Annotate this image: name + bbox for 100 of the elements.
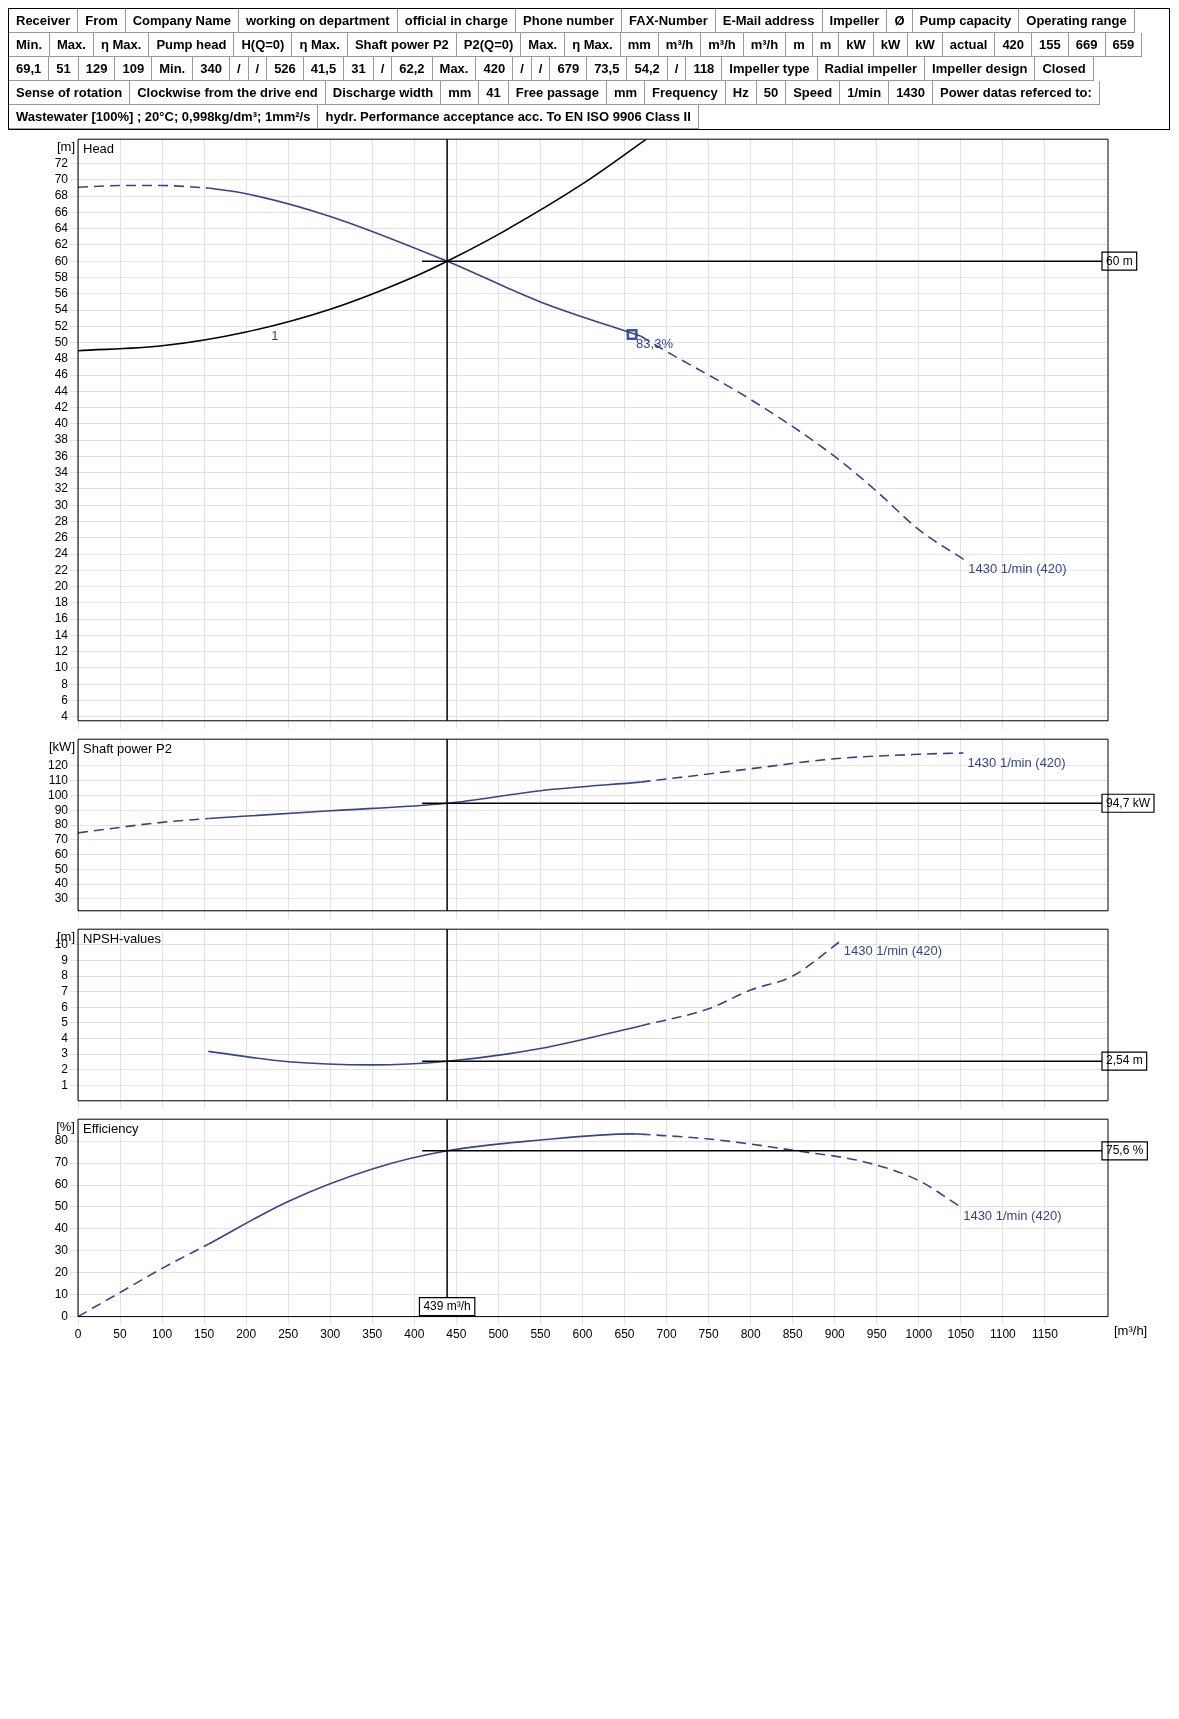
y-tick-label: 6 — [61, 692, 69, 707]
text: Min. — [9, 33, 50, 57]
text: 62,2 — [392, 57, 433, 81]
chart-title: Efficiency — [83, 1121, 139, 1137]
y-tick-label: 10 — [54, 1286, 69, 1301]
y-tick-label: 10 — [54, 660, 69, 675]
x-tick-label: 550 — [530, 1327, 551, 1342]
x-tick-label: 850 — [782, 1327, 804, 1342]
y-tick-label: 30 — [54, 1243, 69, 1258]
x-tick-label: 500 — [488, 1327, 509, 1342]
text: 69,1 — [9, 57, 50, 81]
y-tick-label: 38 — [54, 432, 69, 447]
chart-title: NPSH-values — [83, 931, 162, 947]
text: m³/h — [743, 33, 787, 57]
y-tick-label: 50 — [54, 334, 69, 349]
text: / — [248, 57, 268, 81]
ref-line-label: 60 m — [1106, 253, 1133, 268]
text: / — [531, 57, 551, 81]
x-tick-label: 1100 — [989, 1327, 1017, 1342]
text: Radial impeller — [817, 57, 926, 81]
text: mm — [441, 81, 480, 105]
y-tick-label: 80 — [54, 1133, 69, 1148]
y-tick-label: 46 — [54, 367, 69, 382]
ref-line-label: 94,7 kW — [1106, 795, 1151, 810]
x-tick-label: 900 — [824, 1327, 846, 1342]
x-tick-label: 1000 — [905, 1327, 933, 1342]
y-tick-label: 14 — [54, 627, 69, 642]
y-tick-label: 50 — [54, 1199, 69, 1214]
text: 41,5 — [303, 57, 345, 81]
annotation: 1430 1/min (420) — [963, 1207, 1062, 1223]
text: mm — [606, 81, 646, 105]
y-tick-label: 20 — [54, 1265, 69, 1280]
x-tick-label: 0 — [74, 1327, 82, 1342]
y-tick-label: 56 — [54, 286, 69, 301]
y-tick-label: 44 — [54, 383, 69, 398]
text: Impeller type — [722, 57, 818, 81]
y-tick-label: 2 — [61, 1061, 69, 1076]
x-tick-label: 950 — [866, 1327, 888, 1342]
text: Frequency — [645, 81, 726, 105]
chart-title: Shaft power P2 — [83, 741, 172, 757]
x-tick-label: 400 — [404, 1327, 425, 1342]
text: 155 — [1032, 33, 1069, 57]
text: kW — [908, 33, 943, 57]
y-tick-label: 8 — [61, 676, 69, 691]
text: Free passage — [508, 81, 607, 105]
y-tick-label: 60 — [54, 1177, 69, 1192]
text: E-Mail address — [715, 9, 823, 33]
y-tick-label: 34 — [54, 465, 69, 480]
text: FAX-Number — [622, 9, 716, 33]
text: Impeller — [822, 9, 888, 33]
y-tick-label: 72 — [54, 155, 69, 170]
text: Ø — [887, 9, 913, 33]
x-tick-label: 1050 — [947, 1327, 975, 1342]
y-tick-label: 64 — [54, 220, 69, 235]
text: official in charge — [397, 9, 517, 33]
y-tick-label: 40 — [54, 416, 69, 431]
y-tick-label: 36 — [54, 448, 69, 463]
y-tick-label: 52 — [54, 318, 69, 333]
text: m³/h — [658, 33, 702, 57]
y-tick-label: 18 — [54, 595, 69, 610]
y-tick-label: 24 — [54, 546, 69, 561]
y-tick-label: 8 — [61, 968, 69, 983]
y-tick-label: 54 — [54, 302, 69, 317]
x-axis-title: [m³/h] — [1114, 1322, 1148, 1338]
text: 31 — [344, 57, 374, 81]
text: kW — [873, 33, 909, 57]
y-tick-label: 22 — [54, 562, 69, 577]
text: Min. — [152, 57, 194, 81]
text: 1430 — [889, 81, 934, 105]
text: / — [373, 57, 393, 81]
y-tick-label: 48 — [54, 351, 69, 366]
y-tick-label: 66 — [54, 204, 69, 219]
text: Closed — [1035, 57, 1094, 81]
text: Discharge width — [325, 81, 442, 105]
y-tick-label: 60 — [54, 846, 69, 861]
y-tick-label: 0 — [61, 1308, 69, 1323]
x-tick-label: 750 — [698, 1327, 719, 1342]
text: Max. — [521, 33, 566, 57]
x-tick-label: 700 — [656, 1327, 677, 1342]
text: From — [78, 9, 126, 33]
y-tick-label: 3 — [61, 1046, 69, 1061]
y-tick-label: 5 — [61, 1015, 69, 1030]
text: mm — [620, 33, 659, 57]
text: working on department — [238, 9, 398, 33]
text: 41 — [479, 81, 509, 105]
y-tick-label: 68 — [54, 188, 69, 203]
text: Speed — [786, 81, 841, 105]
y-tick-label: 28 — [54, 513, 69, 528]
y-tick-label: 4 — [61, 1030, 69, 1045]
text: Pump capacity — [912, 9, 1020, 33]
text: Pump head — [149, 33, 235, 57]
text: m³/h — [701, 33, 744, 57]
x-tick-label: 250 — [278, 1327, 299, 1342]
text: Receiver — [9, 9, 79, 33]
y-tick-label: 32 — [54, 481, 69, 496]
text: 50 — [756, 81, 787, 105]
ref-line-label: 439 m³/h — [423, 1298, 471, 1313]
y-axis-title: [kW] — [49, 739, 75, 755]
annotation: 1 — [271, 327, 279, 343]
x-tick-label: 50 — [113, 1327, 128, 1342]
